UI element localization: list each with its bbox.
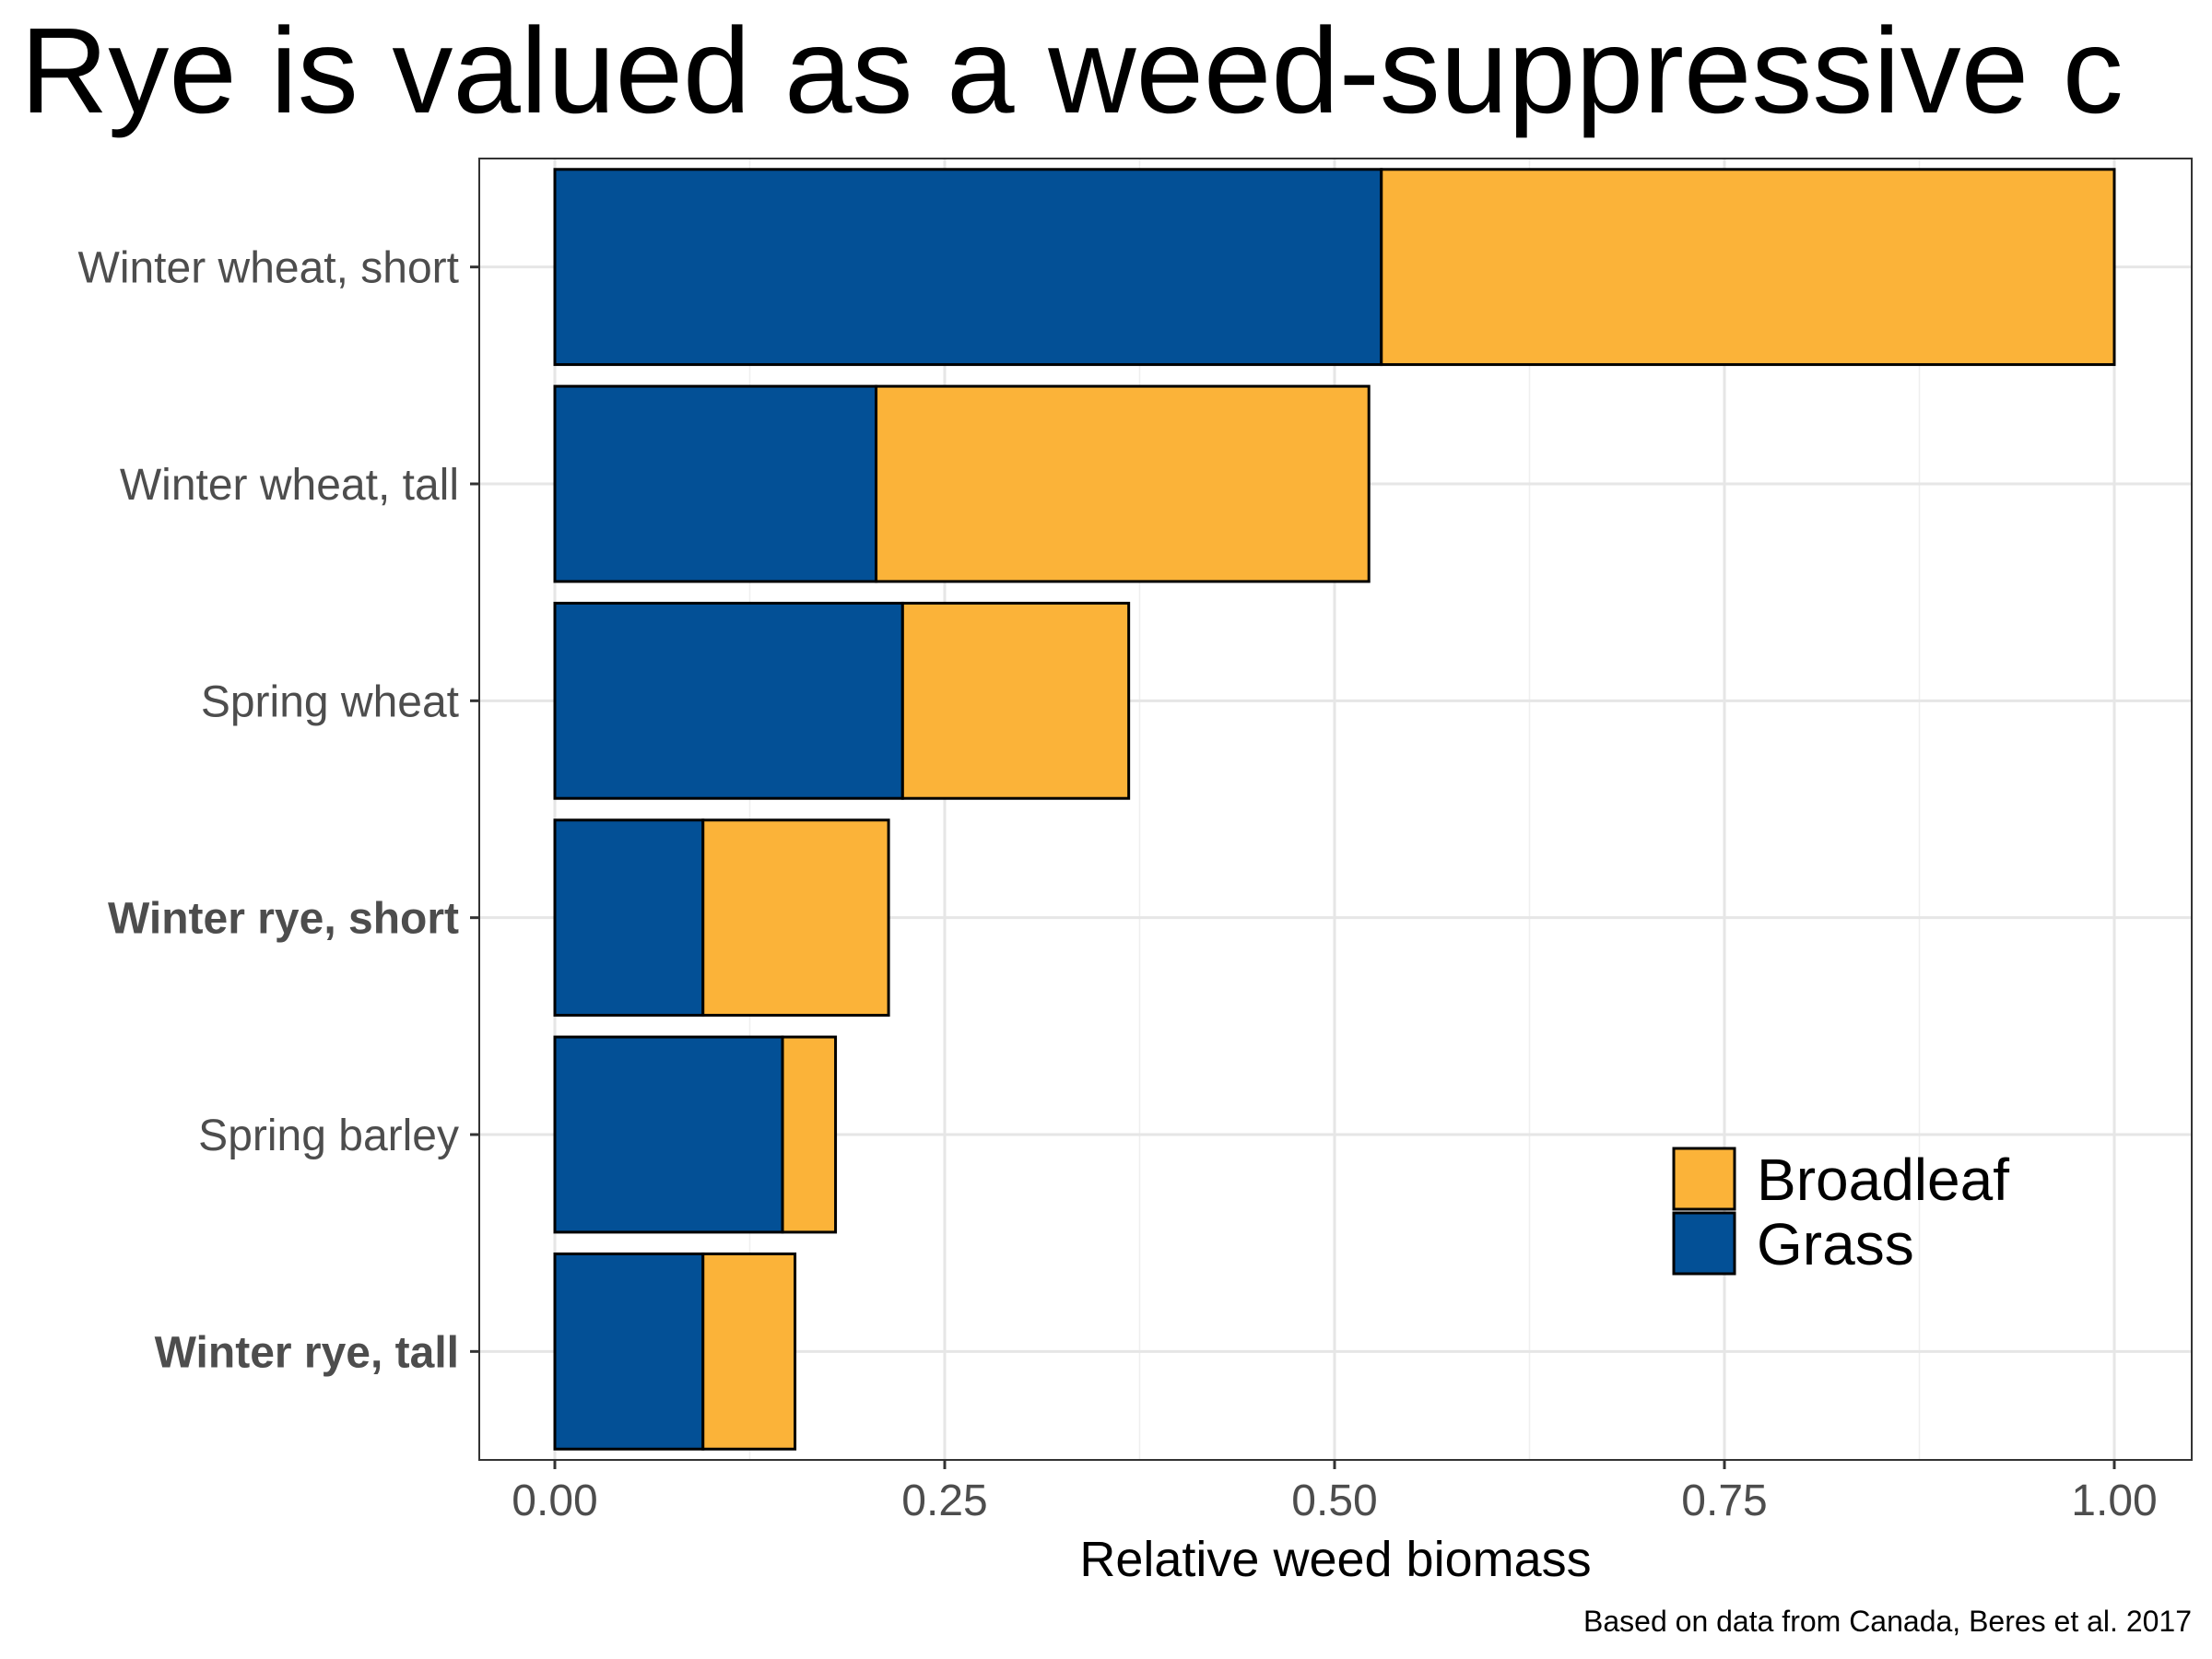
bar-broadleaf-6 — [701, 1252, 797, 1451]
chart-title: Rye is valued as a weed-suppressive c — [20, 3, 2124, 138]
y-tick-label: Winter wheat, tall — [120, 461, 459, 510]
x-tick-label: 0.25 — [901, 1477, 987, 1525]
source-caption: Based on data from Canada, Beres et al. … — [1583, 1605, 2192, 1638]
x-tick-label: 0.00 — [512, 1477, 597, 1525]
bar-broadleaf-5 — [781, 1035, 838, 1234]
bar-broadleaf-1 — [1380, 168, 2116, 367]
x-tick-label: 1.00 — [2071, 1477, 2157, 1525]
bar-grass-6 — [553, 1252, 705, 1451]
y-tick-label: Spring barley — [198, 1112, 459, 1160]
y-tick-label: Spring wheat — [201, 677, 459, 726]
x-tick-label: 0.50 — [1291, 1477, 1377, 1525]
y-tick-label: Winter wheat, short — [78, 244, 459, 293]
bar-broadleaf-3 — [900, 601, 1131, 800]
bar-grass-4 — [553, 818, 705, 1018]
x-axis: 0.00 0.25 0.50 0.75 1.00 — [512, 1460, 2158, 1525]
bar-grass-5 — [553, 1035, 784, 1234]
y-tick-label: Winter rye, tall — [155, 1328, 459, 1377]
bar-broadleaf-4 — [701, 818, 890, 1018]
bars — [553, 168, 2116, 1451]
legend-label-grass: Grass — [1757, 1211, 1914, 1277]
bar-broadleaf-2 — [875, 384, 1371, 583]
bar-grass-3 — [553, 601, 904, 800]
x-tick-label: 0.75 — [1681, 1477, 1767, 1525]
legend-key-grass — [1672, 1211, 1736, 1276]
x-axis-label: Relative weed biomass — [1079, 1532, 1591, 1587]
y-axis: Winter wheat, short Winter wheat, tall Spr… — [78, 244, 479, 1377]
bar-grass-1 — [553, 168, 1383, 367]
bar-grass-2 — [553, 384, 878, 583]
y-tick-label: Winter rye, short — [108, 895, 459, 944]
legend-key-broadleaf — [1672, 1147, 1736, 1211]
legend-label-broadleaf: Broadleaf — [1757, 1147, 2009, 1213]
